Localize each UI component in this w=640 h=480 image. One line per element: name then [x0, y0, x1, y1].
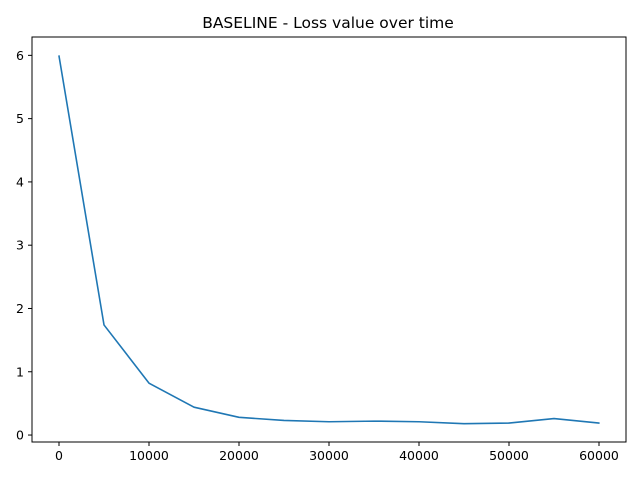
x-tick-label: 20000: [219, 448, 259, 463]
x-tick-label: 10000: [129, 448, 169, 463]
x-axis: 0 10000 20000 30000 40000 50000 60000: [55, 442, 619, 463]
plot-area: [31, 36, 627, 443]
x-tick-label: 0: [55, 448, 63, 463]
y-tick-label: 6: [16, 48, 24, 63]
y-tick-label: 0: [16, 428, 24, 443]
x-tick-label: 30000: [309, 448, 349, 463]
series-layer: [58, 55, 600, 425]
series-line-0: [58, 55, 600, 425]
y-tick-label: 2: [16, 301, 24, 316]
y-tick-label: 3: [16, 238, 24, 253]
y-axis: 0 1 2 3 4 5 6: [16, 48, 32, 443]
x-tick-label: 40000: [399, 448, 439, 463]
y-tick-label: 5: [16, 111, 24, 126]
y-tick-label: 4: [16, 174, 24, 189]
x-tick-label: 60000: [579, 448, 619, 463]
x-tick-label: 50000: [489, 448, 529, 463]
y-tick-label: 1: [16, 364, 24, 379]
chart-title: BASELINE - Loss value over time: [202, 14, 454, 32]
